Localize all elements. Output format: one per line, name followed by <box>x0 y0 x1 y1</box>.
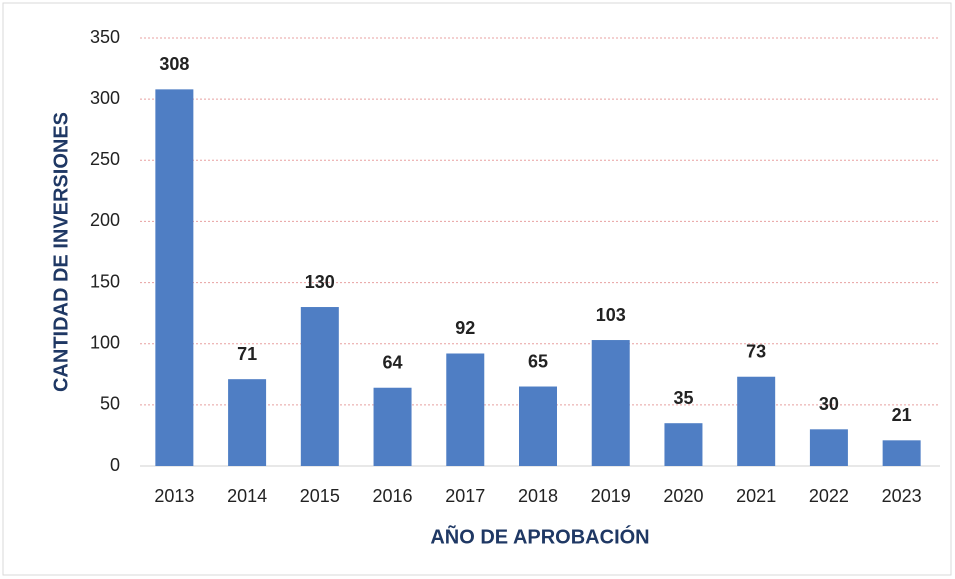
y-tick-label: 50 <box>100 394 120 414</box>
x-tick-label: 2020 <box>663 486 703 506</box>
bar <box>519 386 557 466</box>
data-label: 30 <box>819 394 839 414</box>
data-label: 35 <box>673 388 693 408</box>
y-tick-label: 150 <box>90 271 120 291</box>
bar <box>228 379 267 466</box>
data-label: 64 <box>383 352 403 372</box>
y-tick-label: 300 <box>90 88 120 108</box>
bar <box>300 307 339 466</box>
x-tick-label: 2019 <box>591 486 631 506</box>
y-tick-label: 350 <box>90 27 120 47</box>
y-axis-title: CANTIDAD DE INVERSIONES <box>50 112 72 392</box>
bar <box>373 387 412 466</box>
x-tick-label: 2018 <box>518 486 558 506</box>
x-tick-label: 2016 <box>373 486 413 506</box>
data-label: 21 <box>892 405 912 425</box>
data-label: 73 <box>746 341 766 361</box>
data-label: 103 <box>596 305 626 325</box>
bar <box>155 89 194 467</box>
bar <box>809 429 848 466</box>
x-tick-label: 2017 <box>445 486 485 506</box>
data-label: 71 <box>237 344 257 364</box>
y-tick-label: 100 <box>90 332 120 352</box>
bar <box>664 423 703 466</box>
x-axis-title: AÑO DE APROBACIÓN <box>430 524 649 548</box>
x-tick-label: 2023 <box>882 486 922 506</box>
x-tick-label: 2021 <box>736 486 776 506</box>
x-tick-label: 2022 <box>809 486 849 506</box>
bar <box>591 340 630 466</box>
x-tick-label: 2015 <box>300 486 340 506</box>
y-tick-label: 200 <box>90 210 120 230</box>
x-tick-label: 2014 <box>227 486 267 506</box>
data-label: 308 <box>159 54 189 74</box>
data-label: 65 <box>528 351 548 371</box>
x-tick-label: 2013 <box>154 486 194 506</box>
y-tick-label: 0 <box>110 455 120 475</box>
data-label: 130 <box>305 272 335 292</box>
bar <box>446 353 485 466</box>
y-tick-label: 250 <box>90 149 120 169</box>
bar <box>882 440 921 466</box>
data-label: 92 <box>455 318 475 338</box>
bar <box>737 376 776 466</box>
